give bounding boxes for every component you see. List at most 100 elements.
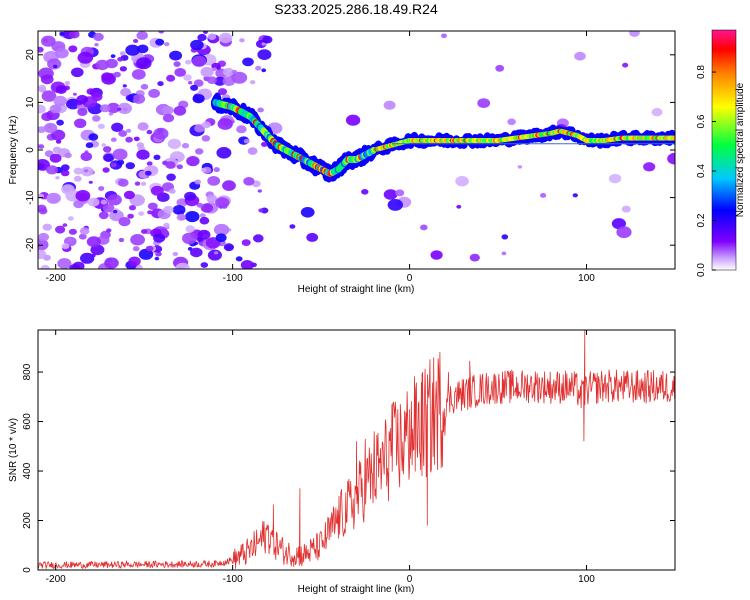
y-tick-label: 0 xyxy=(22,567,33,573)
noise-cell xyxy=(540,193,547,198)
noise-cell xyxy=(207,176,221,186)
noise-cell xyxy=(501,234,509,240)
noise-cell xyxy=(94,43,99,47)
noise-cell xyxy=(130,234,146,246)
noise-cell xyxy=(55,176,60,180)
x-tick-label: 100 xyxy=(578,574,595,585)
noise-cell xyxy=(200,66,214,78)
noise-cell xyxy=(136,142,144,148)
noise-cell xyxy=(201,121,211,129)
noise-cell xyxy=(38,144,45,149)
noise-cell xyxy=(258,208,264,213)
noise-cell xyxy=(166,74,176,82)
noise-cell xyxy=(235,256,243,262)
noise-cell xyxy=(241,239,251,247)
noise-cell xyxy=(80,152,93,162)
noise-cell xyxy=(53,64,58,69)
noise-cell xyxy=(616,226,632,239)
colorbar-tick-label: 0.8 xyxy=(696,65,707,79)
noise-cell xyxy=(131,69,146,80)
noise-cell xyxy=(74,118,87,129)
noise-cell xyxy=(69,263,81,269)
noise-cell xyxy=(194,179,202,185)
noise-cell xyxy=(38,207,48,215)
noise-cell xyxy=(629,31,640,37)
noise-cell xyxy=(255,65,262,71)
y-tick-label: 0 xyxy=(25,147,36,153)
noise-cell xyxy=(643,162,656,172)
noise-cell xyxy=(110,137,117,142)
noise-cell xyxy=(611,218,627,230)
noise-cell xyxy=(117,57,124,62)
noise-cell xyxy=(90,244,105,256)
noise-cell xyxy=(157,81,164,87)
noise-cell xyxy=(196,237,203,243)
noise-cell xyxy=(207,76,217,84)
noise-cell xyxy=(203,31,208,34)
noise-cell xyxy=(361,189,369,195)
noise-cell xyxy=(190,39,204,51)
noise-cell xyxy=(176,164,183,170)
noise-cell xyxy=(137,122,149,131)
noise-cell xyxy=(125,44,140,56)
noise-cell xyxy=(185,225,195,233)
noise-cell xyxy=(345,114,361,126)
noise-cell xyxy=(128,256,141,267)
colorbar-label: Normalized spectral amplitude xyxy=(735,82,746,217)
noise-cell xyxy=(140,181,147,186)
noise-cell xyxy=(147,202,158,210)
snr-x-ticks: -200 -100 0 100 xyxy=(46,330,595,585)
noise-cell xyxy=(200,262,209,268)
x-tick-label: 0 xyxy=(407,273,413,284)
spectrogram-x-label: Height of straight line (km) xyxy=(298,284,415,295)
noise-cell xyxy=(197,229,211,240)
noise-cell xyxy=(145,170,152,176)
snr-y-ticks: 0 200 400 600 800 xyxy=(22,363,675,573)
snr-frame xyxy=(37,329,676,571)
noise-cell xyxy=(93,32,104,42)
noise-cell xyxy=(118,237,125,243)
noise-cell xyxy=(53,95,67,107)
noise-cell xyxy=(119,51,126,56)
noise-cell xyxy=(72,92,77,96)
noise-cell xyxy=(236,125,247,134)
ridge-core-cell xyxy=(671,135,675,141)
noise-cell xyxy=(192,94,205,104)
noise-cell xyxy=(190,247,203,258)
noise-cell xyxy=(59,31,65,36)
noise-cell xyxy=(162,105,174,115)
noise-cell xyxy=(183,74,192,81)
x-tick-label: -200 xyxy=(46,273,66,284)
noise-cell xyxy=(140,83,149,90)
snr-x-label: Height of straight line (km) xyxy=(298,584,415,595)
noise-cell xyxy=(120,88,132,97)
noise-cell xyxy=(80,252,95,264)
noise-cell xyxy=(173,61,181,67)
noise-cell xyxy=(231,69,238,74)
noise-cell xyxy=(38,249,47,260)
colorbar-tick-label: 0.4 xyxy=(696,164,707,178)
spectrogram-x-ticks: -200 -100 0 100 xyxy=(46,31,595,284)
y-tick-label: 20 xyxy=(25,49,36,61)
noise-cell xyxy=(56,119,64,126)
x-tick-label: -200 xyxy=(46,574,66,585)
noise-cell xyxy=(66,98,80,110)
noise-cell xyxy=(162,113,175,123)
noise-cell xyxy=(119,66,127,72)
noise-cell xyxy=(122,107,128,112)
noise-cell xyxy=(213,76,226,86)
noise-cell xyxy=(167,138,182,149)
noise-cell xyxy=(40,264,50,269)
noise-cell xyxy=(60,169,70,177)
noise-cell xyxy=(383,100,396,110)
noise-cell xyxy=(41,35,56,47)
noise-cell xyxy=(99,104,111,113)
noise-cell xyxy=(68,45,78,53)
noise-cell xyxy=(125,94,134,102)
noise-cell xyxy=(239,38,245,43)
noise-cell xyxy=(83,169,89,173)
y-tick-label: 800 xyxy=(22,363,33,380)
noise-cell xyxy=(38,84,46,91)
noise-cell xyxy=(249,80,256,85)
